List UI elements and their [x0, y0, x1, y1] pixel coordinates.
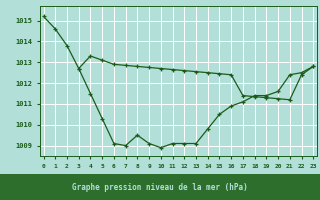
- Text: Graphe pression niveau de la mer (hPa): Graphe pression niveau de la mer (hPa): [72, 182, 248, 192]
